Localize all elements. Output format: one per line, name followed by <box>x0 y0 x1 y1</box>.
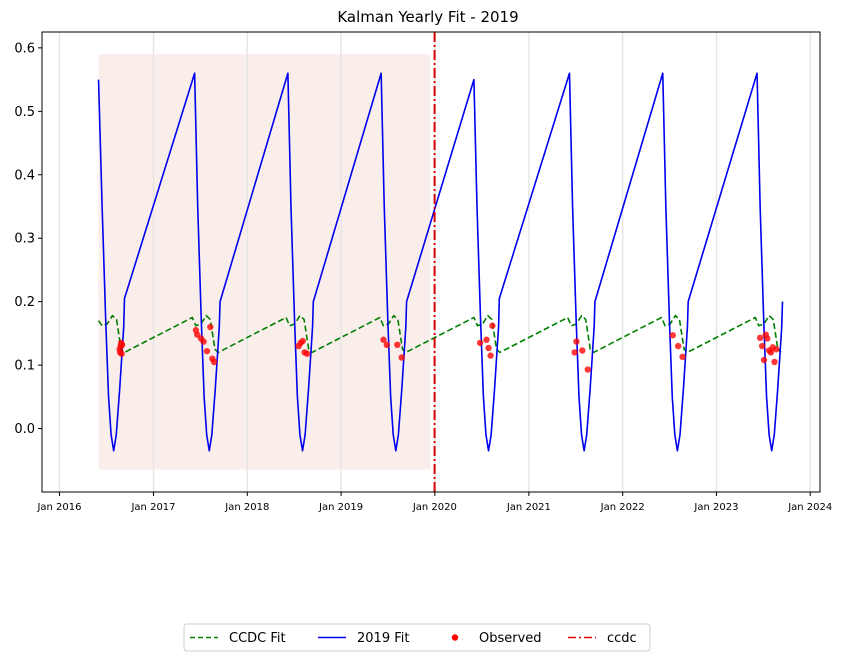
legend: CCDC Fit 2019 Fit Observed ccdc <box>183 623 651 652</box>
x-tick-label: Jan 2017 <box>130 502 175 513</box>
shaded-region <box>98 54 431 470</box>
legend-label: 2019 Fit <box>357 631 409 646</box>
observed-point <box>756 334 764 342</box>
observed-point <box>303 350 311 357</box>
observed-point <box>764 335 771 342</box>
observed-point <box>571 349 578 356</box>
legend-label: ccdc <box>607 631 637 646</box>
plot-area: 0.0 0.1 0.2 0.3 0.4 0.5 0.6 Jan 2016 Jan 2017 Jan… <box>14 31 832 513</box>
observed-point <box>118 341 126 348</box>
observed-point <box>767 349 775 356</box>
axes-frame <box>41 31 821 493</box>
observed-point <box>118 350 125 357</box>
y-tick-label: 0.3 <box>14 232 35 247</box>
y-tick-label: 0.5 <box>14 105 35 120</box>
observed-point <box>669 332 676 339</box>
y-tick-label: 0.0 <box>14 422 35 437</box>
legend-box <box>183 623 651 652</box>
x-tick-label: Jan 2020 <box>412 502 457 513</box>
legend-marker <box>451 634 459 641</box>
y-tick-label: 0.4 <box>14 168 35 183</box>
observed-point <box>674 342 682 350</box>
observed-point <box>489 322 496 329</box>
legend-label: CCDC Fit <box>229 631 286 646</box>
observed-point <box>773 346 780 353</box>
y-tick-label: 0.6 <box>14 41 35 56</box>
observed-point <box>380 336 387 343</box>
observed-point <box>200 338 207 345</box>
y-tick-label: 0.2 <box>14 295 35 310</box>
x-tick-label: Jan 2019 <box>318 502 363 513</box>
observed-point <box>758 342 766 350</box>
x-tick-label: Jan 2024 <box>787 502 832 513</box>
observed-point <box>771 358 778 366</box>
observed-point <box>299 337 306 345</box>
x-tick-label: Jan 2016 <box>36 502 81 513</box>
observed-point <box>584 366 591 373</box>
fit-2019-line <box>97 72 784 452</box>
observed-point <box>485 344 492 352</box>
observed-point <box>398 354 405 361</box>
observed-point <box>760 356 768 364</box>
y-tick-label: 0.1 <box>14 359 35 374</box>
observed-point <box>487 352 494 359</box>
observed-point <box>383 341 391 348</box>
observed-point <box>476 339 484 347</box>
legend-label: Observed <box>479 631 542 646</box>
observed-point <box>203 347 211 355</box>
observed-point <box>483 336 490 343</box>
x-tick-label: Jan 2023 <box>693 502 738 513</box>
observed-point <box>207 323 214 331</box>
x-tick-label: Jan 2021 <box>506 502 551 513</box>
observed-point <box>573 338 580 345</box>
x-tick-label: Jan 2022 <box>600 502 645 513</box>
chart-title: Kalman Yearly Fit - 2019 <box>337 8 518 26</box>
x-tick-label: Jan 2018 <box>224 502 269 513</box>
observed-point <box>679 353 686 361</box>
observed-point <box>394 341 401 348</box>
observed-point <box>210 358 218 366</box>
observed-point <box>579 347 586 354</box>
